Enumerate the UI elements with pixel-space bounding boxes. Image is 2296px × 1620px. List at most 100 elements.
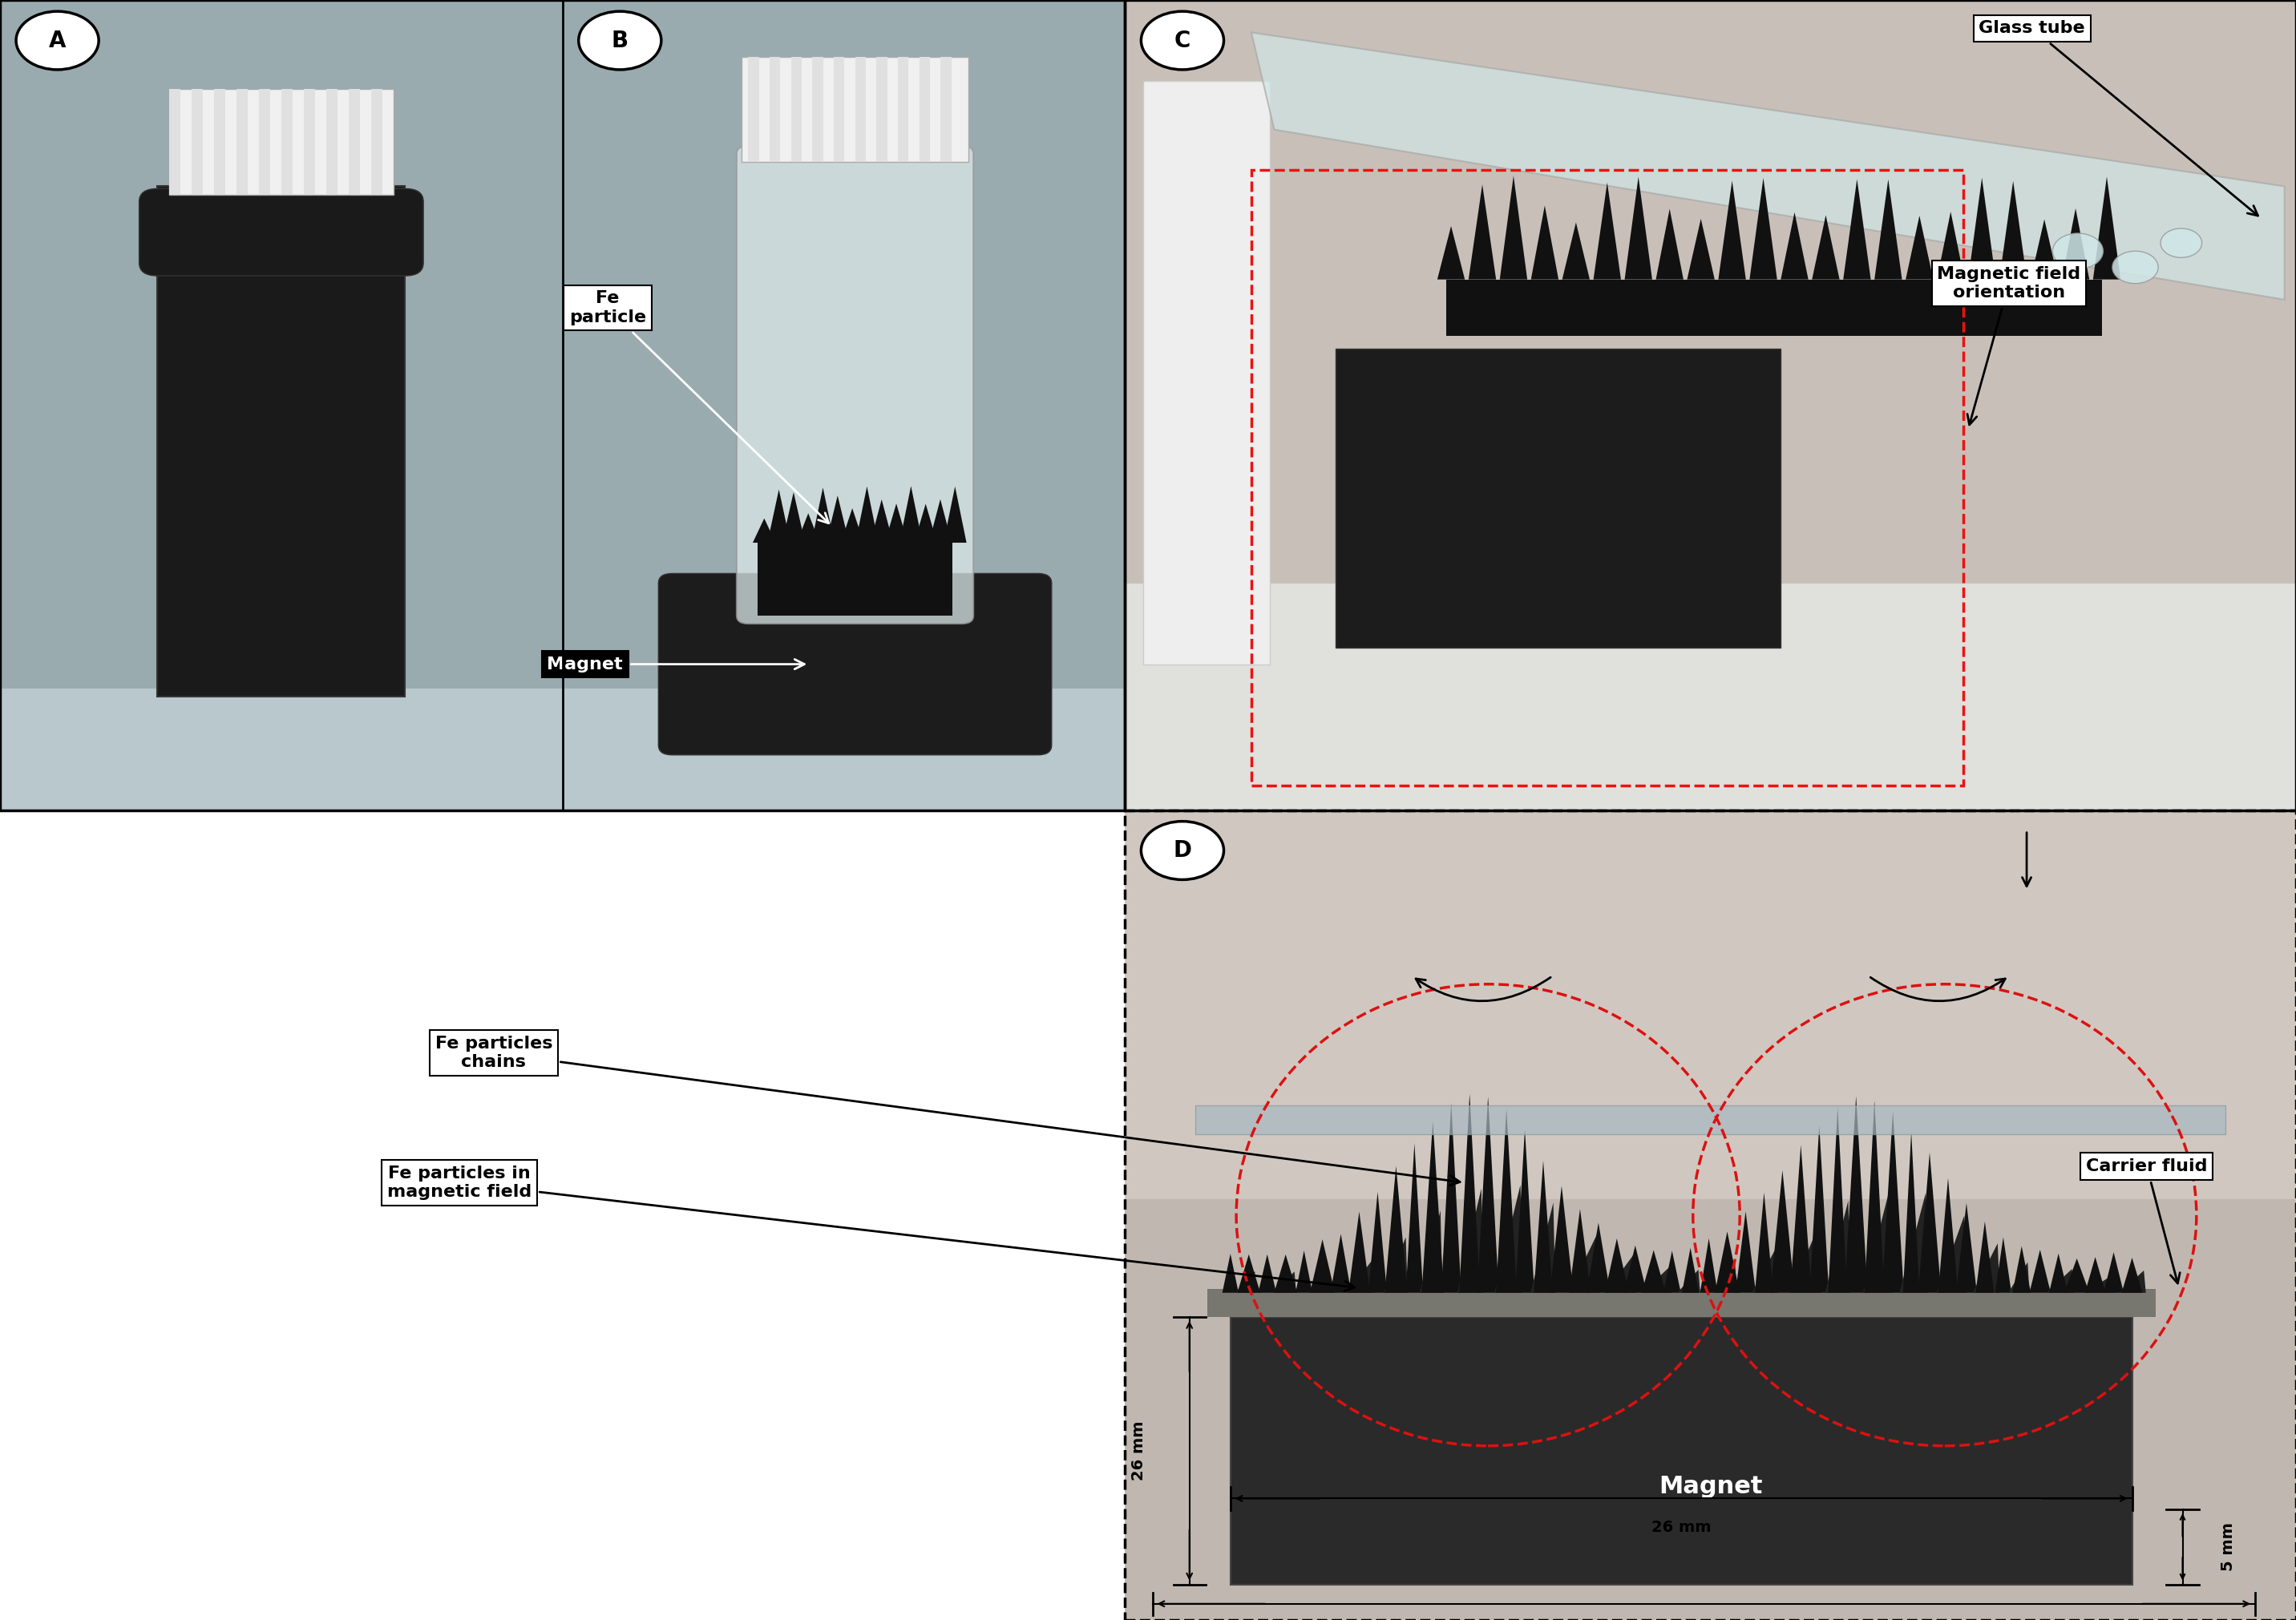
Text: Fe particles
chains: Fe particles chains (434, 1035, 1460, 1186)
Polygon shape (1329, 1234, 1352, 1293)
Polygon shape (1568, 1234, 1600, 1293)
FancyBboxPatch shape (737, 146, 974, 624)
Polygon shape (1717, 181, 1745, 279)
Bar (813, 57, 822, 162)
Bar (758, 543, 953, 616)
FancyBboxPatch shape (140, 188, 422, 275)
Text: D: D (1173, 839, 1192, 862)
Bar (1196, 1105, 2225, 1134)
Bar (303, 89, 315, 194)
Bar (1231, 1317, 2133, 1584)
Polygon shape (1809, 1126, 1830, 1293)
Polygon shape (1754, 1192, 1773, 1293)
Polygon shape (2062, 209, 2089, 279)
Polygon shape (1642, 1251, 1665, 1293)
Polygon shape (783, 492, 806, 543)
Bar (236, 89, 248, 194)
Polygon shape (1531, 1202, 1554, 1293)
Polygon shape (1384, 1166, 1407, 1293)
Polygon shape (2094, 177, 2122, 279)
Bar (877, 57, 886, 162)
Polygon shape (1309, 1270, 1332, 1293)
Polygon shape (1844, 1097, 1867, 1293)
Bar (280, 89, 292, 194)
Bar (1125, 0, 2296, 810)
Polygon shape (1752, 1247, 1777, 1293)
Polygon shape (2009, 1262, 2030, 1293)
Polygon shape (1906, 215, 1933, 279)
Bar (790, 57, 801, 162)
Polygon shape (1458, 1189, 1483, 1293)
Polygon shape (1715, 1231, 1740, 1293)
Polygon shape (1899, 1192, 1929, 1293)
Polygon shape (1251, 32, 2285, 300)
Bar (742, 57, 969, 162)
Polygon shape (1311, 1239, 1334, 1293)
Polygon shape (1995, 1238, 2011, 1293)
Polygon shape (914, 504, 937, 543)
Polygon shape (1812, 215, 1839, 279)
Circle shape (1141, 11, 1224, 70)
Polygon shape (1348, 1260, 1373, 1293)
Bar (0, 0, 563, 810)
Bar (349, 89, 360, 194)
Polygon shape (1750, 178, 1777, 279)
Bar (1125, 0, 2296, 810)
Polygon shape (753, 518, 776, 543)
Text: Carrier fluid: Carrier fluid (2087, 1158, 2206, 1283)
Text: Magnet: Magnet (1658, 1474, 1763, 1498)
Polygon shape (1883, 1111, 1903, 1293)
Bar (158, 186, 404, 697)
Text: Magnet: Magnet (546, 656, 804, 672)
Polygon shape (1550, 1186, 1573, 1293)
Bar (1143, 81, 1270, 664)
Bar (854, 57, 866, 162)
Bar (1446, 279, 2103, 335)
Circle shape (2053, 233, 2103, 269)
Bar (1125, 583, 2296, 810)
Polygon shape (1699, 1238, 1717, 1293)
Polygon shape (1736, 1212, 1756, 1293)
Polygon shape (1605, 1254, 1637, 1293)
Polygon shape (2085, 1273, 2117, 1293)
Bar (769, 57, 781, 162)
Polygon shape (1593, 183, 1621, 279)
Bar (0, 0, 1125, 810)
Polygon shape (1497, 1108, 1518, 1293)
Circle shape (16, 11, 99, 70)
Polygon shape (1382, 1238, 1407, 1293)
Polygon shape (1295, 1251, 1313, 1293)
Bar (1208, 1290, 2156, 1317)
Polygon shape (1715, 1264, 1736, 1293)
Polygon shape (1469, 185, 1497, 279)
Text: 26 mm: 26 mm (1651, 1520, 1711, 1536)
Polygon shape (2085, 1257, 2105, 1293)
Polygon shape (1917, 1152, 1940, 1293)
Polygon shape (1683, 1247, 1699, 1293)
Polygon shape (870, 499, 893, 543)
Bar (833, 57, 845, 162)
Text: 26 mm: 26 mm (1132, 1421, 1146, 1481)
Polygon shape (1844, 180, 1871, 279)
Bar (214, 89, 225, 194)
Text: C: C (1173, 29, 1192, 52)
Polygon shape (1437, 227, 1465, 279)
Polygon shape (1688, 219, 1715, 279)
Polygon shape (1442, 1103, 1460, 1293)
Polygon shape (1368, 1192, 1387, 1293)
Bar (1125, 810, 2296, 1199)
Polygon shape (797, 514, 820, 543)
Polygon shape (2030, 219, 2057, 279)
Bar (898, 57, 909, 162)
Bar (372, 89, 383, 194)
FancyBboxPatch shape (659, 573, 1052, 755)
Text: Magnetic field
orientation: Magnetic field orientation (1938, 266, 2080, 424)
Polygon shape (2046, 1268, 2073, 1293)
Polygon shape (1975, 1221, 1995, 1293)
Polygon shape (1655, 209, 1683, 279)
Bar (170, 89, 179, 194)
Polygon shape (1258, 1254, 1277, 1293)
Polygon shape (1495, 1184, 1522, 1293)
Polygon shape (1862, 1184, 1894, 1293)
Polygon shape (1405, 1144, 1424, 1293)
